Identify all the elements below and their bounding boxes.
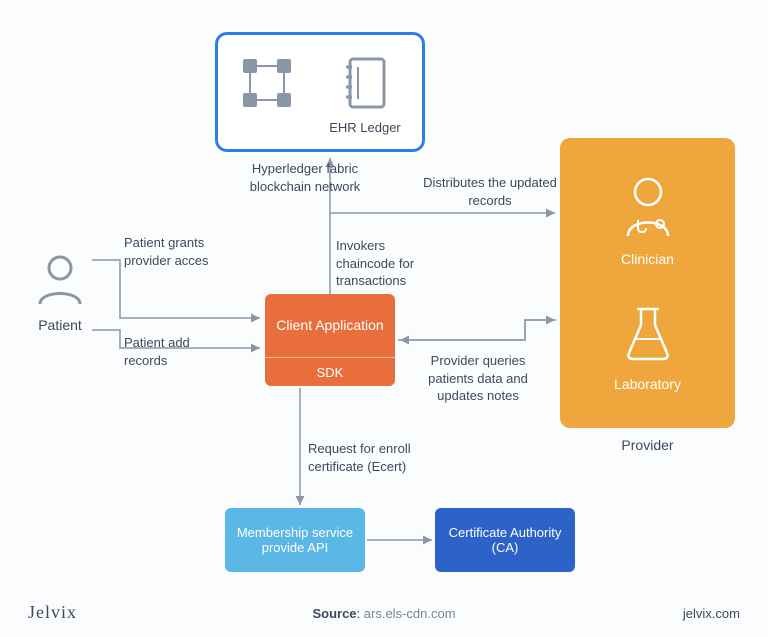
- ca-label: Certificate Authority (CA): [443, 525, 567, 555]
- person-icon: [34, 252, 86, 313]
- client-app-title: Client Application: [276, 316, 383, 334]
- flask-icon: [621, 303, 675, 370]
- label-queries: Provider queries patients data and updat…: [408, 352, 548, 405]
- laboratory-label: Laboratory: [614, 376, 681, 392]
- notebook-icon: [342, 55, 388, 116]
- label-distributes: Distributes the updated records: [420, 174, 560, 209]
- ehr-ledger-node: EHR Ledger: [215, 32, 425, 152]
- provider-caption: Provider: [560, 436, 735, 455]
- source-prefix: Source: [312, 606, 356, 621]
- membership-label: Membership service provide API: [233, 525, 357, 555]
- client-app-node: Client Application SDK: [265, 294, 395, 386]
- network-icon: [239, 55, 295, 116]
- label-hyperledger: Hyperledger fabric blockchain network: [220, 160, 390, 195]
- label-addrecords: Patient add records: [124, 334, 234, 369]
- ehr-ledger-label: EHR Ledger: [329, 120, 401, 136]
- source-line: Source: ars.els-cdn.com: [0, 606, 768, 621]
- patient-label: Patient: [38, 317, 82, 333]
- ca-node: Certificate Authority (CA): [435, 508, 575, 572]
- patient-node: Patient: [25, 252, 95, 333]
- source-value: ars.els-cdn.com: [364, 606, 456, 621]
- label-invokers: Invokers chaincode for transactions: [336, 237, 446, 290]
- clinician-icon: [618, 174, 678, 245]
- label-enroll: Request for enroll certificate (Ecert): [308, 440, 458, 475]
- client-app-subtitle: SDK: [317, 365, 344, 380]
- provider-node: Clinician Laboratory: [560, 138, 735, 428]
- membership-node: Membership service provide API: [225, 508, 365, 572]
- clinician-label: Clinician: [621, 251, 674, 267]
- diagram-canvas: EHR Ledger Patient Client Application SD…: [0, 0, 768, 637]
- site-url: jelvix.com: [683, 606, 740, 621]
- label-grants: Patient grants provider acces: [124, 234, 244, 269]
